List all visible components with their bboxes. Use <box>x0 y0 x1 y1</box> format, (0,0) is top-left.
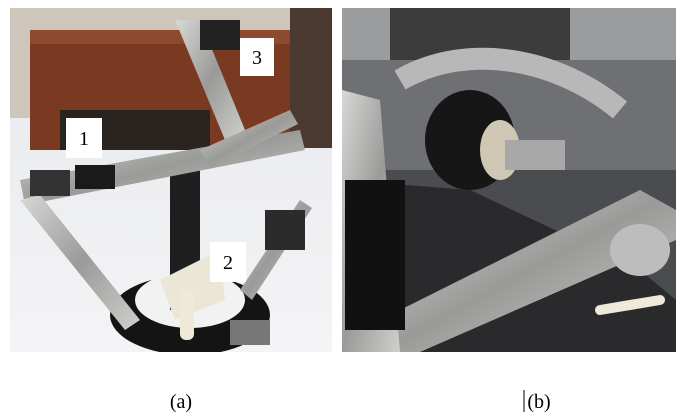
page: 1 3 2 (a) (b) (() => { const data = JSON… <box>0 0 686 414</box>
panel-caption: (b) <box>527 391 550 413</box>
callout-label: 1 <box>79 128 89 150</box>
figure: 1 3 2 (a) (b) <box>0 0 686 414</box>
callout-label: 2 <box>223 252 233 274</box>
photo-b <box>342 8 676 352</box>
callout-label: 3 <box>252 47 262 69</box>
panel-caption: (a) <box>170 391 192 413</box>
photo-a <box>10 8 332 355</box>
